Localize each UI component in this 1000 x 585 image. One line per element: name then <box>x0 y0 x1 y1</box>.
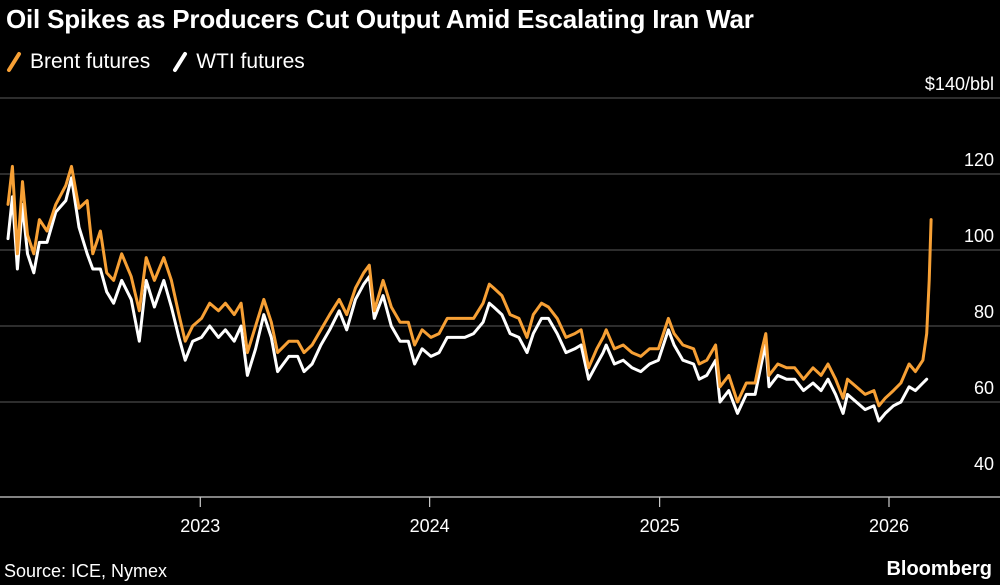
y-tick-label: 80 <box>974 302 994 322</box>
legend-item-wti: WTI futures <box>172 50 305 74</box>
x-tick-label: 2024 <box>410 516 450 536</box>
x-axis: 2023 2024 2025 2026 <box>0 496 1000 536</box>
y-tick-label: 120 <box>964 150 994 170</box>
series-line-brent <box>6 164 933 408</box>
y-tick-label: $140/bbl <box>925 74 994 94</box>
x-tick-label: 2023 <box>180 516 220 536</box>
series-lines <box>6 164 933 423</box>
x-tick-label: 2026 <box>869 516 909 536</box>
legend: Brent futures WTI futures <box>6 50 305 74</box>
x-tick-label: 2025 <box>640 516 680 536</box>
source-note: Source: ICE, Nymex <box>4 561 168 581</box>
legend-label-brent: Brent futures <box>30 50 151 73</box>
legend-swatch-brent-icon <box>7 52 21 72</box>
brand-logo: Bloomberg <box>886 558 992 580</box>
y-tick-label: 100 <box>964 226 994 246</box>
series-line-wti <box>6 176 929 423</box>
legend-item-brent: Brent futures <box>6 50 150 74</box>
legend-swatch-wti-icon <box>173 52 188 72</box>
legend-label-wti: WTI futures <box>196 50 305 73</box>
chart-title: Oil Spikes as Producers Cut Output Amid … <box>6 4 754 34</box>
y-tick-label: 40 <box>974 454 994 474</box>
y-axis-labels: 40 60 80 100 120 $140/bbl <box>925 74 994 474</box>
y-tick-label: 60 <box>974 378 994 398</box>
gridlines <box>0 97 1000 403</box>
